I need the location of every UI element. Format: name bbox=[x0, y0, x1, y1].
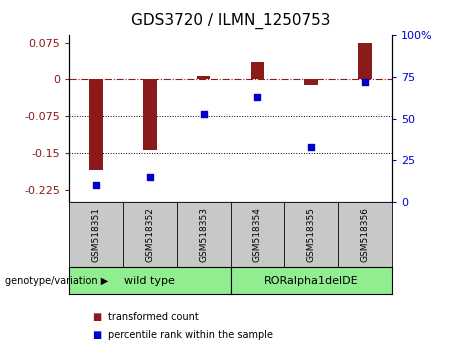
Text: ■: ■ bbox=[92, 330, 101, 339]
Text: wild type: wild type bbox=[124, 275, 175, 286]
Point bbox=[200, 111, 207, 116]
Point bbox=[254, 94, 261, 100]
Text: percentile rank within the sample: percentile rank within the sample bbox=[108, 330, 273, 339]
Text: GDS3720 / ILMN_1250753: GDS3720 / ILMN_1250753 bbox=[131, 12, 330, 29]
Point bbox=[307, 144, 315, 150]
Text: ■: ■ bbox=[92, 312, 101, 322]
Bar bbox=[358, 43, 372, 79]
Text: GSM518356: GSM518356 bbox=[361, 207, 369, 262]
Point bbox=[92, 182, 100, 188]
Text: GSM518353: GSM518353 bbox=[199, 207, 208, 262]
Text: transformed count: transformed count bbox=[108, 312, 199, 322]
Text: genotype/variation ▶: genotype/variation ▶ bbox=[5, 275, 108, 286]
Bar bbox=[89, 79, 103, 170]
Text: GSM518355: GSM518355 bbox=[307, 207, 316, 262]
Bar bbox=[251, 62, 264, 79]
Bar bbox=[197, 75, 210, 79]
Text: GSM518352: GSM518352 bbox=[145, 207, 154, 262]
Point bbox=[146, 174, 154, 179]
Text: GSM518351: GSM518351 bbox=[92, 207, 100, 262]
Point bbox=[361, 79, 369, 85]
Text: RORalpha1delDE: RORalpha1delDE bbox=[264, 275, 359, 286]
Bar bbox=[304, 79, 318, 85]
Bar bbox=[143, 79, 157, 150]
Text: GSM518354: GSM518354 bbox=[253, 207, 262, 262]
